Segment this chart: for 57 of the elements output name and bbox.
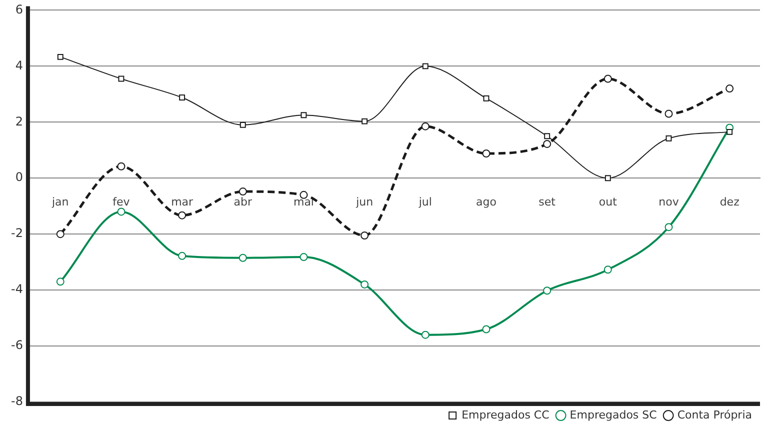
y-tick-label: 6	[15, 2, 23, 16]
point	[543, 140, 552, 148]
x-tick-label: fev	[112, 196, 130, 209]
point	[664, 110, 673, 118]
x-tick-label: abr	[234, 196, 252, 209]
point	[604, 74, 612, 83]
y-tick-label: 4	[15, 58, 23, 72]
x-tick-label: out	[598, 196, 618, 209]
point	[178, 252, 186, 260]
point	[240, 122, 246, 128]
point	[178, 211, 186, 220]
point	[421, 330, 430, 339]
point	[238, 188, 247, 196]
legend-label: Conta Própria	[677, 408, 752, 422]
point	[57, 54, 64, 60]
point	[726, 128, 733, 135]
point	[360, 280, 369, 288]
x-tick-label: set	[538, 196, 556, 209]
x-tick-label: mar	[171, 196, 194, 209]
point	[604, 266, 612, 274]
y-tick-label: -4	[10, 282, 23, 296]
y-tick-label: -2	[10, 226, 23, 240]
point	[56, 230, 64, 238]
point	[543, 286, 552, 295]
x-tick-label: dez	[720, 196, 740, 209]
point	[482, 149, 490, 158]
point	[422, 63, 428, 70]
point	[483, 95, 490, 102]
legend-label: Empregados SC	[570, 408, 658, 422]
x-tick-label: mai	[293, 196, 314, 209]
point	[544, 133, 550, 140]
point	[664, 223, 673, 232]
y-tick-label: -6	[10, 338, 23, 352]
legend-label: Empregados CC	[462, 408, 550, 422]
x-tick-label: jun	[355, 196, 374, 209]
point	[362, 118, 368, 124]
point	[238, 254, 247, 262]
x-tick-label: ago	[476, 196, 497, 209]
point	[360, 231, 369, 240]
x-tick-label: nov	[658, 196, 680, 209]
x-tick-label: jul	[418, 196, 432, 209]
point	[300, 112, 307, 118]
y-tick-label: 2	[15, 114, 23, 128]
x-tick-label: jan	[50, 196, 69, 209]
point	[179, 94, 186, 100]
point	[421, 122, 430, 130]
point	[726, 84, 734, 93]
point	[117, 162, 126, 170]
point	[117, 208, 126, 216]
point	[118, 76, 124, 82]
y-tick-label: -8	[10, 394, 23, 408]
point	[482, 325, 490, 334]
point	[666, 135, 672, 142]
point	[604, 175, 611, 182]
point	[300, 253, 308, 262]
point	[56, 278, 64, 286]
y-tick-label: 0	[15, 170, 23, 184]
